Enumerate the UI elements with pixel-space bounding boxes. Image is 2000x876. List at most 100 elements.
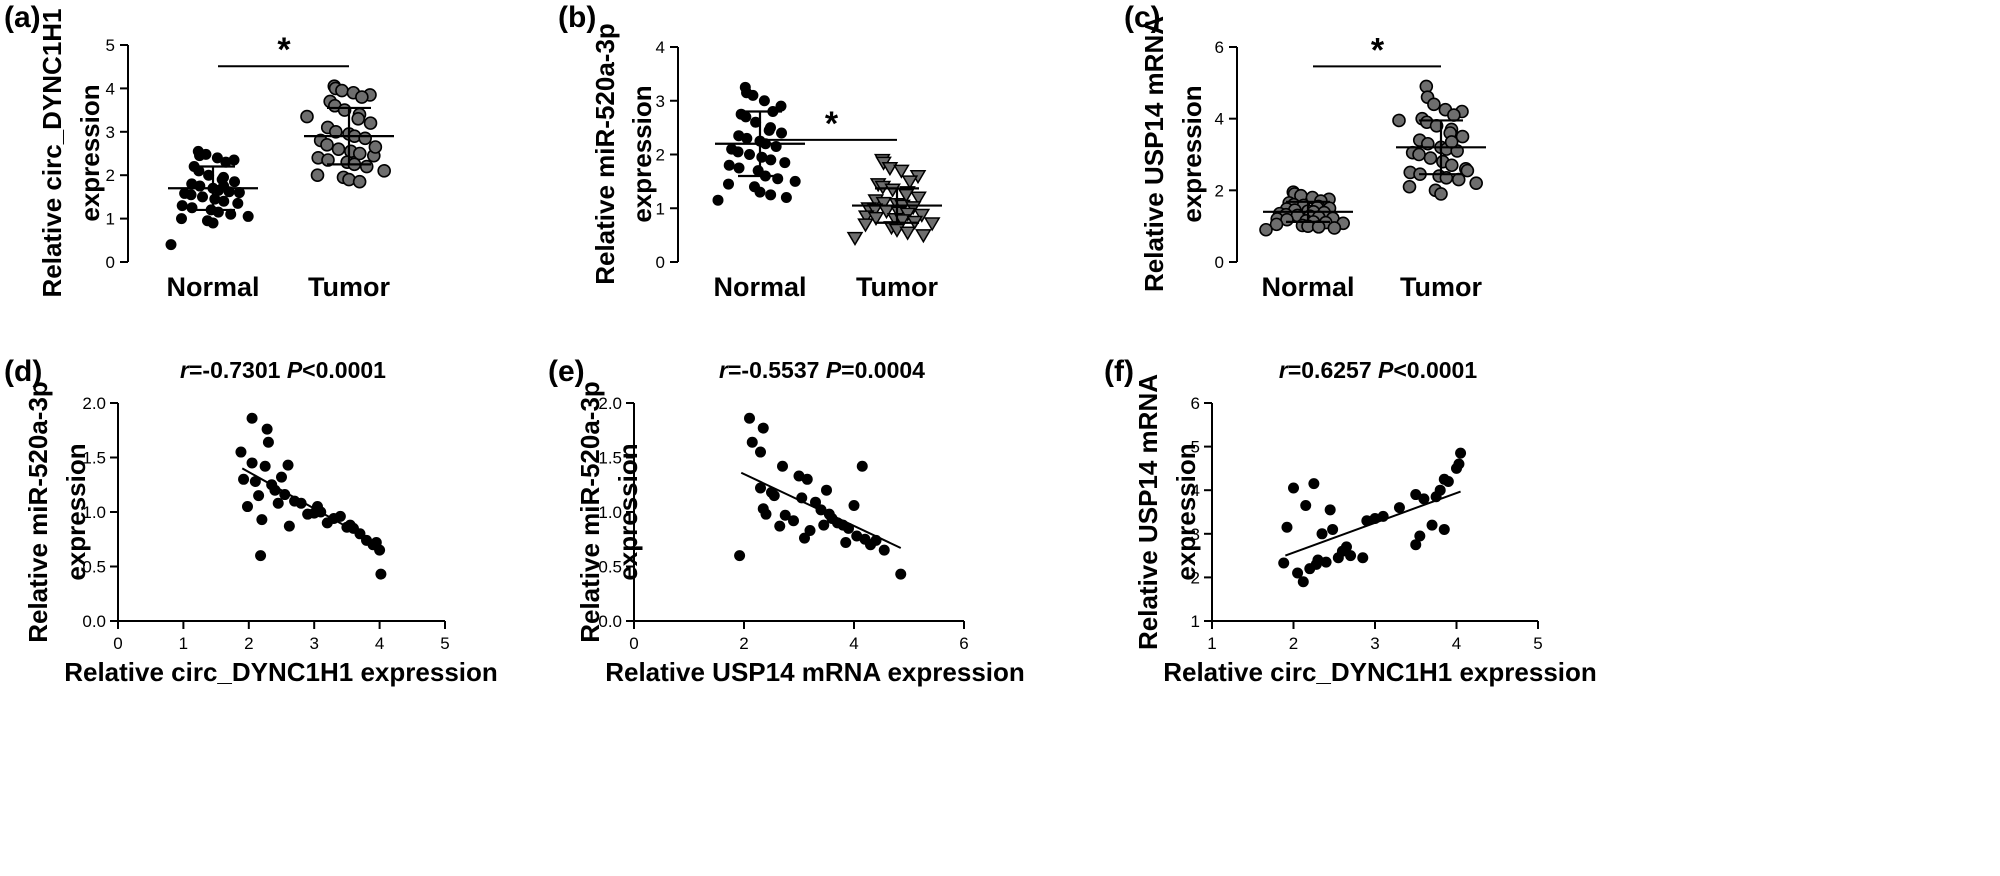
data-point — [1423, 151, 1438, 165]
x-tick-label: 2 — [739, 634, 748, 653]
y-axis-title: Relative USP14 mRNA — [1139, 16, 1169, 292]
data-point — [1278, 557, 1290, 569]
x-category-label: Tumor — [308, 272, 390, 302]
x-tick-label: 1 — [1207, 634, 1216, 653]
panel-label: (f) — [1104, 355, 1134, 388]
data-point — [732, 146, 744, 158]
y-tick-label: 0 — [1215, 253, 1224, 272]
significance-star: * — [825, 105, 839, 143]
data-point — [810, 496, 821, 508]
x-axis-title: Relative circ_DYNC1H1 expression — [1163, 657, 1597, 687]
y-tick-label: 6 — [1215, 38, 1224, 57]
data-point — [246, 412, 258, 424]
data-point — [233, 187, 245, 199]
data-point — [923, 217, 941, 232]
data-point — [818, 519, 830, 531]
y-axis-title: expression — [75, 84, 105, 221]
y-tick-label: 2 — [1215, 181, 1224, 200]
panel-label: (c) — [1124, 1, 1161, 34]
data-point — [1444, 158, 1459, 173]
y-tick-label: 2 — [1191, 568, 1200, 587]
data-point — [1393, 502, 1405, 514]
data-point — [1410, 539, 1422, 551]
data-point — [165, 239, 177, 251]
stat-p-value: <0.0001 — [302, 357, 386, 383]
panel-label: (a) — [4, 1, 41, 34]
data-point — [755, 482, 766, 494]
data-point — [750, 116, 762, 128]
y-tick-label: 0.5 — [598, 558, 622, 577]
data-point — [1469, 176, 1483, 190]
x-category-label: Normal — [1261, 272, 1354, 302]
data-point — [225, 208, 237, 220]
y-tick-label: 2.0 — [82, 394, 106, 413]
y-tick-label: 0.0 — [82, 612, 106, 631]
data-point — [788, 515, 799, 527]
data-point — [881, 161, 899, 177]
data-point — [779, 157, 791, 169]
y-tick-label: 4 — [106, 79, 115, 98]
data-point — [899, 226, 916, 241]
x-tick-label: 4 — [849, 634, 858, 653]
significance-star: * — [277, 31, 291, 69]
data-point — [1281, 521, 1293, 533]
y-tick-label: 0.0 — [598, 612, 622, 631]
y-tick-label: 2 — [656, 146, 665, 165]
data-point — [723, 178, 734, 190]
data-point — [734, 550, 746, 562]
data-point — [1259, 222, 1273, 237]
data-point — [793, 470, 805, 482]
data-point — [200, 148, 212, 160]
data-point — [1460, 163, 1475, 178]
y-axis-title: Relative miR-520a-3p — [590, 23, 620, 285]
data-point — [1269, 217, 1284, 232]
panel-label: (d) — [4, 355, 42, 388]
y-tick-label: 0 — [656, 253, 665, 272]
data-point — [242, 210, 254, 222]
x-tick-label: 0 — [113, 634, 122, 653]
y-tick-label: 6 — [1191, 394, 1200, 413]
x-tick-label: 5 — [1533, 634, 1542, 653]
data-point — [315, 506, 327, 518]
data-point — [374, 544, 386, 556]
data-point — [1434, 484, 1446, 496]
x-category-label: Normal — [713, 272, 806, 302]
data-point — [763, 124, 775, 136]
data-point — [218, 195, 230, 207]
stat-r-symbol: r — [180, 357, 190, 383]
y-axis-title: Relative USP14 mRNA — [1133, 374, 1163, 650]
data-point — [1427, 97, 1441, 112]
data-point — [1320, 556, 1332, 568]
data-point — [235, 446, 247, 458]
data-point — [1402, 179, 1417, 194]
data-point — [760, 508, 772, 520]
data-point — [894, 214, 911, 229]
data-point — [377, 164, 391, 178]
data-point — [329, 125, 343, 139]
data-point — [774, 520, 786, 532]
data-point — [1316, 528, 1328, 540]
data-point — [194, 180, 206, 192]
data-point — [1438, 523, 1450, 535]
data-point — [363, 116, 378, 130]
data-point — [211, 152, 223, 164]
correlation-stats: r=-0.5537 P=0.0004 — [719, 357, 925, 383]
y-tick-label: 5 — [1191, 438, 1200, 457]
x-tick-label: 3 — [1370, 634, 1379, 653]
stat-p-symbol: P — [287, 357, 303, 383]
data-point — [754, 186, 766, 198]
stat-r-value: =-0.7301 — [189, 357, 281, 383]
data-point — [776, 127, 788, 139]
x-tick-label: 0 — [629, 634, 638, 653]
data-point — [910, 191, 927, 206]
data-point — [780, 192, 792, 203]
data-point — [913, 208, 931, 223]
data-point — [355, 90, 369, 104]
x-axis-title: Relative USP14 mRNA expression — [605, 657, 1025, 687]
y-axis-title: expression — [627, 85, 657, 222]
data-point — [772, 173, 784, 185]
data-point — [276, 471, 287, 483]
data-point — [246, 457, 258, 469]
data-point — [768, 490, 780, 502]
data-point — [368, 140, 383, 154]
